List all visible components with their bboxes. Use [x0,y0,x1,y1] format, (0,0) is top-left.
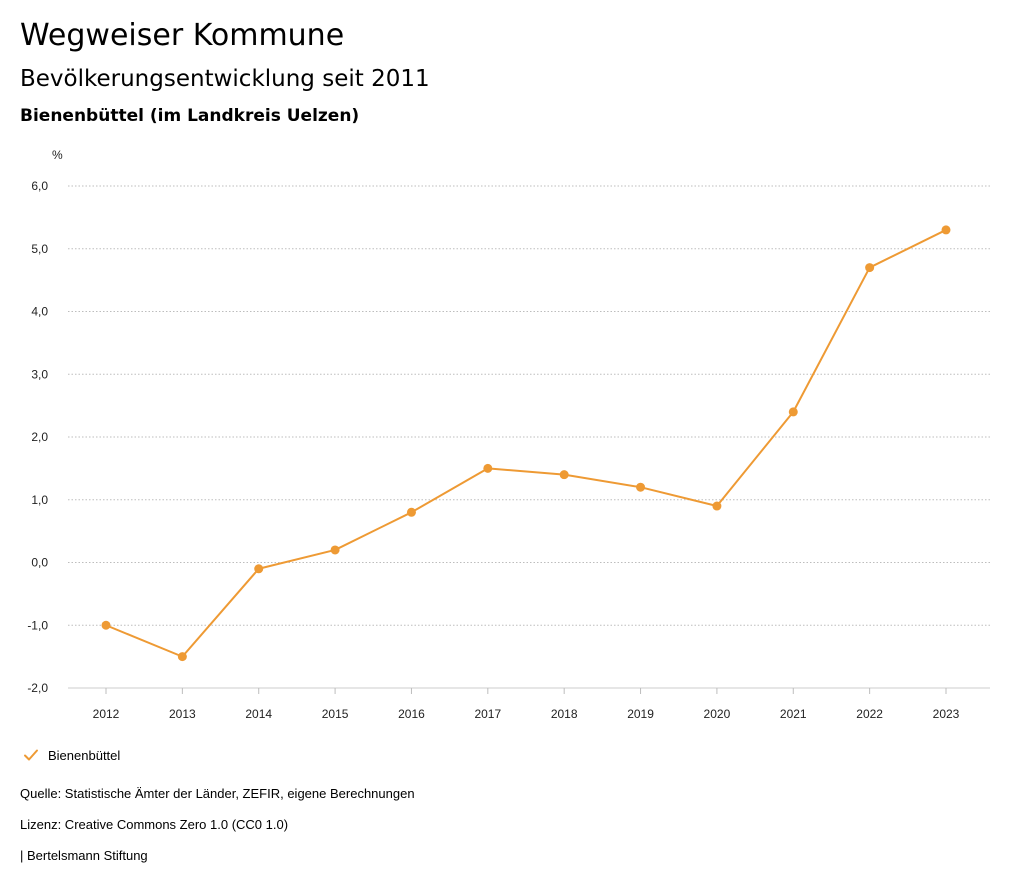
x-tick-label: 2021 [780,707,807,721]
x-tick-label: 2012 [93,707,120,721]
data-point[interactable] [941,225,951,235]
data-point[interactable] [559,470,569,480]
x-tick-label: 2014 [245,707,272,721]
source-note: Quelle: Statistische Ämter der Länder, Z… [20,786,415,801]
series-line [105,229,947,658]
data-point[interactable] [865,263,875,273]
checkmark-icon [24,749,38,761]
x-axis: 2012 2013 2014 2015 2016 2017 2018 2019 2020 2021… [93,688,960,721]
data-point[interactable] [177,652,187,662]
x-tick-label: 2020 [704,707,731,721]
page-title: Wegweiser Kommune [20,18,345,53]
data-point[interactable] [788,407,798,417]
y-tick-label: 4,0 [31,305,48,319]
x-tick-label: 2019 [627,707,654,721]
y-tick-label: 5,0 [31,242,48,256]
data-point[interactable] [254,564,264,574]
chart-subtitle: Bevölkerungsentwicklung seit 2011 [20,66,430,92]
y-tick-label: 2,0 [31,430,48,444]
x-tick-label: 2022 [856,707,883,721]
x-tick-label: 2015 [322,707,349,721]
line-chart: 6,05,04,03,02,01,00,0-1,0-2,0 2012 2013 20… [27,148,990,721]
data-point[interactable] [712,501,722,511]
y-tick-label: -2,0 [27,681,48,695]
y-tick-label: -1,0 [27,618,48,632]
region-label: Bienenbüttel (im Landkreis Uelzen) [20,106,360,126]
publisher-note: | Bertelsmann Stiftung [20,848,148,863]
data-point[interactable] [101,620,111,630]
x-tick-label: 2016 [398,707,425,721]
y-tick-label: 3,0 [31,367,48,381]
x-tick-label: 2013 [169,707,196,721]
y-tick-label: 6,0 [31,179,48,193]
series-bienenbuettel[interactable] [101,225,951,662]
x-tick-label: 2018 [551,707,578,721]
grid-lines [68,185,990,689]
y-axis: 6,0 5,0 4,0 3,0 2,0 1,0 0,0 -1,0 -2,0 [27,179,48,695]
data-point[interactable] [483,463,493,473]
x-tick-label: 2023 [933,707,960,721]
x-tick-label: 2017 [474,707,501,721]
legend-item-bienenbuettel[interactable]: Bienenbüttel [22,744,120,766]
data-point[interactable] [636,482,646,492]
legend-label: Bienenbüttel [48,747,121,763]
y-tick-label: 0,0 [31,556,48,570]
data-point[interactable] [330,545,340,555]
license-note: Lizenz: Creative Commons Zero 1.0 (CC0 1… [20,817,289,832]
y-tick-label: 1,0 [31,493,48,507]
data-point[interactable] [406,507,416,517]
y-axis-unit-label: % [52,148,63,162]
